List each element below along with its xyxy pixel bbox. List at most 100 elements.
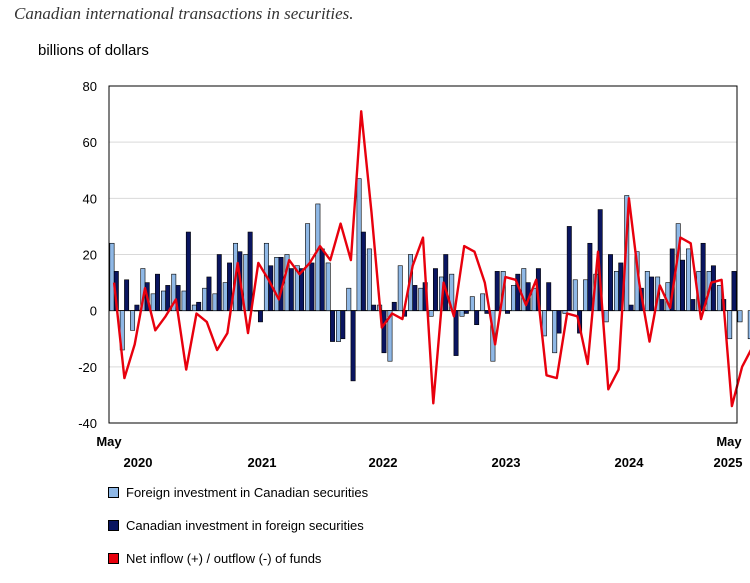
bar-foreign xyxy=(716,285,722,311)
bar-foreign xyxy=(603,310,609,323)
bar-foreign xyxy=(583,279,589,311)
net-flow-line xyxy=(112,110,750,408)
bar-canadian xyxy=(216,254,222,311)
bar-foreign xyxy=(109,242,115,311)
bar-canadian xyxy=(247,231,253,311)
bar-foreign xyxy=(130,310,136,331)
bar-canadian xyxy=(155,273,160,311)
bar-canadian xyxy=(494,271,500,311)
bar-foreign xyxy=(418,287,424,311)
bar-canadian xyxy=(206,276,212,311)
legend-item-foreign: Foreign investment in Canadian securitie… xyxy=(108,484,368,501)
bar-foreign xyxy=(325,262,331,311)
bar-canadian xyxy=(309,262,315,311)
bar-canadian xyxy=(546,282,552,311)
bar-foreign xyxy=(572,279,578,311)
legend-label-canadian: Canadian investment in foreign securitie… xyxy=(126,518,364,533)
x-year-label: 2024 xyxy=(615,455,645,470)
bar-foreign xyxy=(212,293,218,311)
bar-canadian xyxy=(124,279,130,311)
bar-canadian xyxy=(659,299,665,311)
y-tick-label: 60 xyxy=(83,135,97,150)
x-end-month-label: May xyxy=(716,434,742,449)
bar-foreign xyxy=(356,178,362,311)
y-tick-label: 20 xyxy=(83,248,97,263)
bar-foreign xyxy=(613,271,619,311)
x-year-label: 2023 xyxy=(492,455,521,470)
bar-canadian xyxy=(505,310,510,314)
bar-foreign xyxy=(253,310,259,312)
bar-canadian xyxy=(474,310,480,326)
bar-canadian xyxy=(288,268,294,311)
legend-label-foreign: Foreign investment in Canadian securitie… xyxy=(126,485,369,500)
bar-canadian xyxy=(391,301,397,311)
bar-canadian xyxy=(556,310,562,334)
bar-foreign xyxy=(397,265,403,311)
bar-canadian xyxy=(371,304,377,311)
x-year-label: 2021 xyxy=(248,455,277,470)
bar-foreign xyxy=(428,310,434,317)
legend-swatch-canadian xyxy=(108,520,119,531)
bar-foreign xyxy=(346,287,352,311)
bar-foreign xyxy=(737,310,743,323)
bar-foreign xyxy=(222,282,228,311)
bar-canadian xyxy=(710,265,716,311)
bar-canadian xyxy=(185,231,191,311)
bar-canadian xyxy=(299,268,305,311)
y-tick-label: 0 xyxy=(90,304,97,319)
bar-foreign xyxy=(191,304,197,311)
legend-swatch-foreign xyxy=(108,487,119,498)
plot-frame xyxy=(108,85,738,424)
bar-canadian xyxy=(330,310,335,342)
bar-canadian xyxy=(587,242,593,311)
chart-title: Canadian international transactions in s… xyxy=(14,4,354,23)
x-year-label: 2020 xyxy=(124,455,153,470)
bar-canadian xyxy=(196,301,202,311)
legend-label-net: Net inflow (+) / outflow (-) of funds xyxy=(126,551,322,566)
bar-canadian xyxy=(340,310,346,340)
bar-canadian xyxy=(134,304,140,311)
x-year-label: 2025 xyxy=(714,455,743,470)
bar-foreign xyxy=(274,257,280,311)
bar-canadian xyxy=(319,248,325,311)
bar-canadian xyxy=(165,285,171,311)
x-start-month-label: May xyxy=(96,434,122,449)
bar-foreign xyxy=(336,310,341,342)
bar-foreign xyxy=(541,310,547,337)
bar-canadian xyxy=(257,310,263,323)
bar-canadian xyxy=(700,242,706,311)
bar-foreign xyxy=(686,248,691,311)
bar-foreign xyxy=(562,310,568,314)
bar-canadian xyxy=(360,231,366,311)
bar-foreign xyxy=(181,290,187,311)
y-tick-label: 40 xyxy=(83,191,97,206)
bar-foreign xyxy=(511,285,516,311)
y-axis-unit-label: billions of dollars xyxy=(38,42,149,59)
bar-canadian xyxy=(453,310,459,356)
bar-foreign xyxy=(469,296,475,311)
bar-canadian xyxy=(731,271,737,311)
bar-canadian xyxy=(608,254,613,311)
bar-foreign xyxy=(387,310,393,362)
bar-foreign xyxy=(315,203,321,311)
bar-canadian xyxy=(566,226,572,311)
bar-canadian xyxy=(412,285,418,311)
x-year-label: 2022 xyxy=(369,455,398,470)
bar-canadian xyxy=(463,310,469,314)
y-tick-label: -40 xyxy=(78,416,97,431)
y-tick-label: -20 xyxy=(78,360,97,375)
legend-item-canadian: Canadian investment in foreign securitie… xyxy=(108,517,368,534)
legend-item-net: Net inflow (+) / outflow (-) of funds xyxy=(108,550,368,567)
bar-canadian xyxy=(381,310,387,354)
legend-swatch-net xyxy=(108,553,119,564)
bar-foreign xyxy=(366,248,372,311)
bar-canadian xyxy=(680,259,686,311)
bar-foreign xyxy=(727,310,733,340)
bar-canadian xyxy=(628,304,634,311)
bar-foreign xyxy=(644,271,650,311)
legend: Foreign investment in Canadian securitie… xyxy=(108,484,368,583)
bar-canadian xyxy=(350,310,356,382)
bar-foreign xyxy=(160,290,166,311)
bar-canadian xyxy=(649,276,655,311)
